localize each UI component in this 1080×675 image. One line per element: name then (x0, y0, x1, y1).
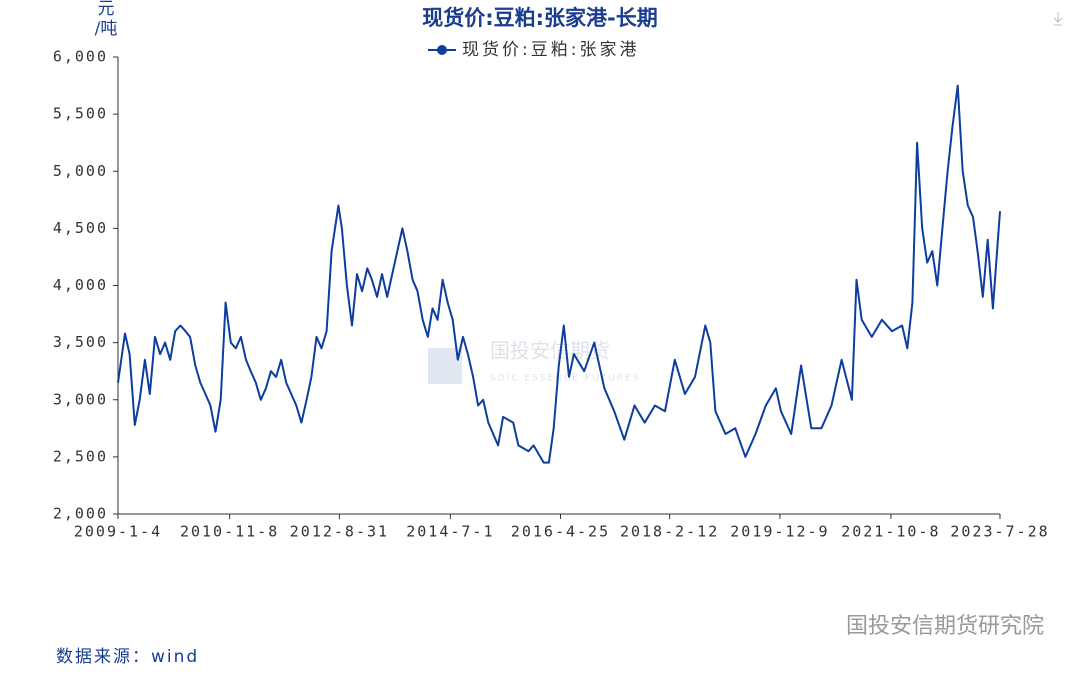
y-tick-label: 4,500 (53, 219, 108, 237)
watermark-text: 国投安信期货 (490, 339, 610, 363)
y-axis-unit: 元 (98, 0, 115, 19)
y-tick-label: 5,000 (53, 162, 108, 180)
brand-text: 国投安信期货研究院 (846, 614, 1044, 639)
chart-title: 现货价:豆粕:张家港-长期 (422, 6, 658, 30)
watermark: 国投安信期货 SDIC ESSENCE FUTURES (428, 339, 640, 384)
y-tick-label: 3,500 (53, 333, 108, 351)
legend-label: 现货价:豆粕:张家港 (462, 40, 639, 60)
y-tick-label: 5,500 (53, 105, 108, 123)
x-tick-label: 2019-12-9 (730, 523, 829, 541)
x-tick-label: 2018-2-12 (620, 523, 719, 541)
legend-marker (437, 45, 447, 55)
data-line (117, 84, 1001, 464)
x-tick-label: 2023-7-28 (950, 523, 1049, 541)
y-axis-unit: /吨 (95, 19, 118, 39)
x-tick-label: 2010-11-8 (180, 523, 279, 541)
x-tick-label: 2016-4-25 (511, 523, 610, 541)
y-tick-label: 4,000 (53, 276, 108, 294)
y-tick-label: 3,000 (53, 390, 108, 408)
x-tick-label: 2009-1-4 (74, 523, 162, 541)
y-tick-label: 2,000 (53, 505, 108, 523)
download-icon[interactable] (1053, 12, 1063, 26)
watermark-subtext: SDIC ESSENCE FUTURES (490, 374, 640, 384)
y-tick-label: 6,000 (53, 48, 108, 66)
x-tick-label: 2014-7-1 (406, 523, 494, 541)
x-tick-label: 2012-8-31 (290, 523, 389, 541)
source-note: 数据来源：wind (56, 647, 199, 667)
y-tick-label: 2,500 (53, 447, 108, 465)
x-tick-label: 2021-10-8 (841, 523, 940, 541)
